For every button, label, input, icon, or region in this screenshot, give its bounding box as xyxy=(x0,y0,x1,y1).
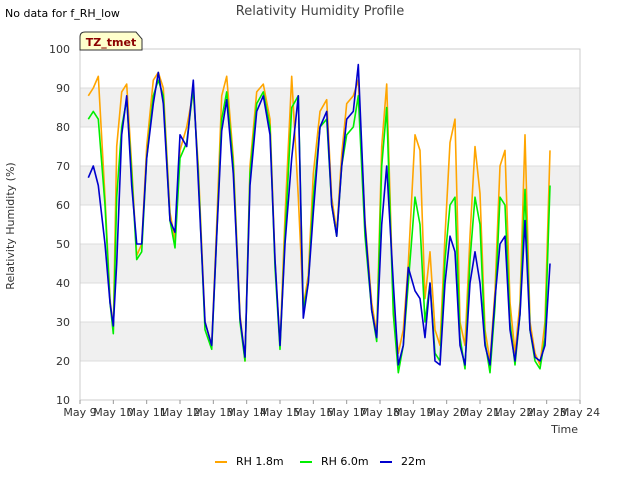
legend: RH 1.8m RH 6.0m 22m xyxy=(215,455,426,468)
y-axis-ticks: 10 20 30 40 50 60 70 80 90 100 xyxy=(49,43,70,407)
y-tick-label: 40 xyxy=(56,277,70,290)
x-tick-label: May 21 xyxy=(460,406,500,419)
x-tick-label: May 11 xyxy=(127,406,167,419)
x-tick-label: May 12 xyxy=(160,406,200,419)
series-line-2 xyxy=(87,63,551,366)
x-tick-label: May 22 xyxy=(493,406,533,419)
y-tick-label: 70 xyxy=(56,160,70,173)
y-tick-label: 50 xyxy=(56,238,70,251)
chart-title: Relativity Humidity Profile xyxy=(236,4,404,19)
plot-frame xyxy=(79,48,581,401)
y-axis-label: Relativity Humidity (%) xyxy=(4,162,17,289)
y-tick-label: 100 xyxy=(49,43,70,56)
x-tick-label: May 13 xyxy=(193,406,233,419)
x-tick-label: May 14 xyxy=(227,406,267,419)
x-tick-label: May 17 xyxy=(327,406,367,419)
legend-label-0: RH 1.8m xyxy=(236,455,284,468)
x-tick-label: May 15 xyxy=(260,406,300,419)
y-tick-label: 60 xyxy=(56,199,70,212)
series-lines xyxy=(87,63,551,374)
x-tick-label: May 16 xyxy=(293,406,333,419)
series-line-0 xyxy=(87,71,551,366)
x-tick-label: May 23 xyxy=(527,406,567,419)
y-tick-label: 30 xyxy=(56,316,70,329)
legend-label-1: RH 6.0m xyxy=(321,455,369,468)
x-tick-label: May 18 xyxy=(360,406,400,419)
x-tick-label: May 19 xyxy=(393,406,433,419)
x-tick-label: May 24 xyxy=(560,406,600,419)
y-tick-label: 80 xyxy=(56,121,70,134)
tz-badge-label: TZ_tmet xyxy=(86,36,136,49)
x-tick-label: May 20 xyxy=(427,406,467,419)
y-tick-label: 20 xyxy=(56,355,70,368)
no-data-status: No data for f_RH_low xyxy=(5,7,120,20)
y-tick-label: 10 xyxy=(56,394,70,407)
y-tick-label: 90 xyxy=(56,82,70,95)
legend-label-2: 22m xyxy=(401,455,426,468)
band xyxy=(80,322,580,361)
tz-badge: TZ_tmet xyxy=(79,31,143,51)
x-tick-label: May 9 xyxy=(63,406,96,419)
background-bands xyxy=(80,88,580,361)
x-tick-label: May 10 xyxy=(93,406,133,419)
x-axis-label: Time xyxy=(550,423,578,436)
